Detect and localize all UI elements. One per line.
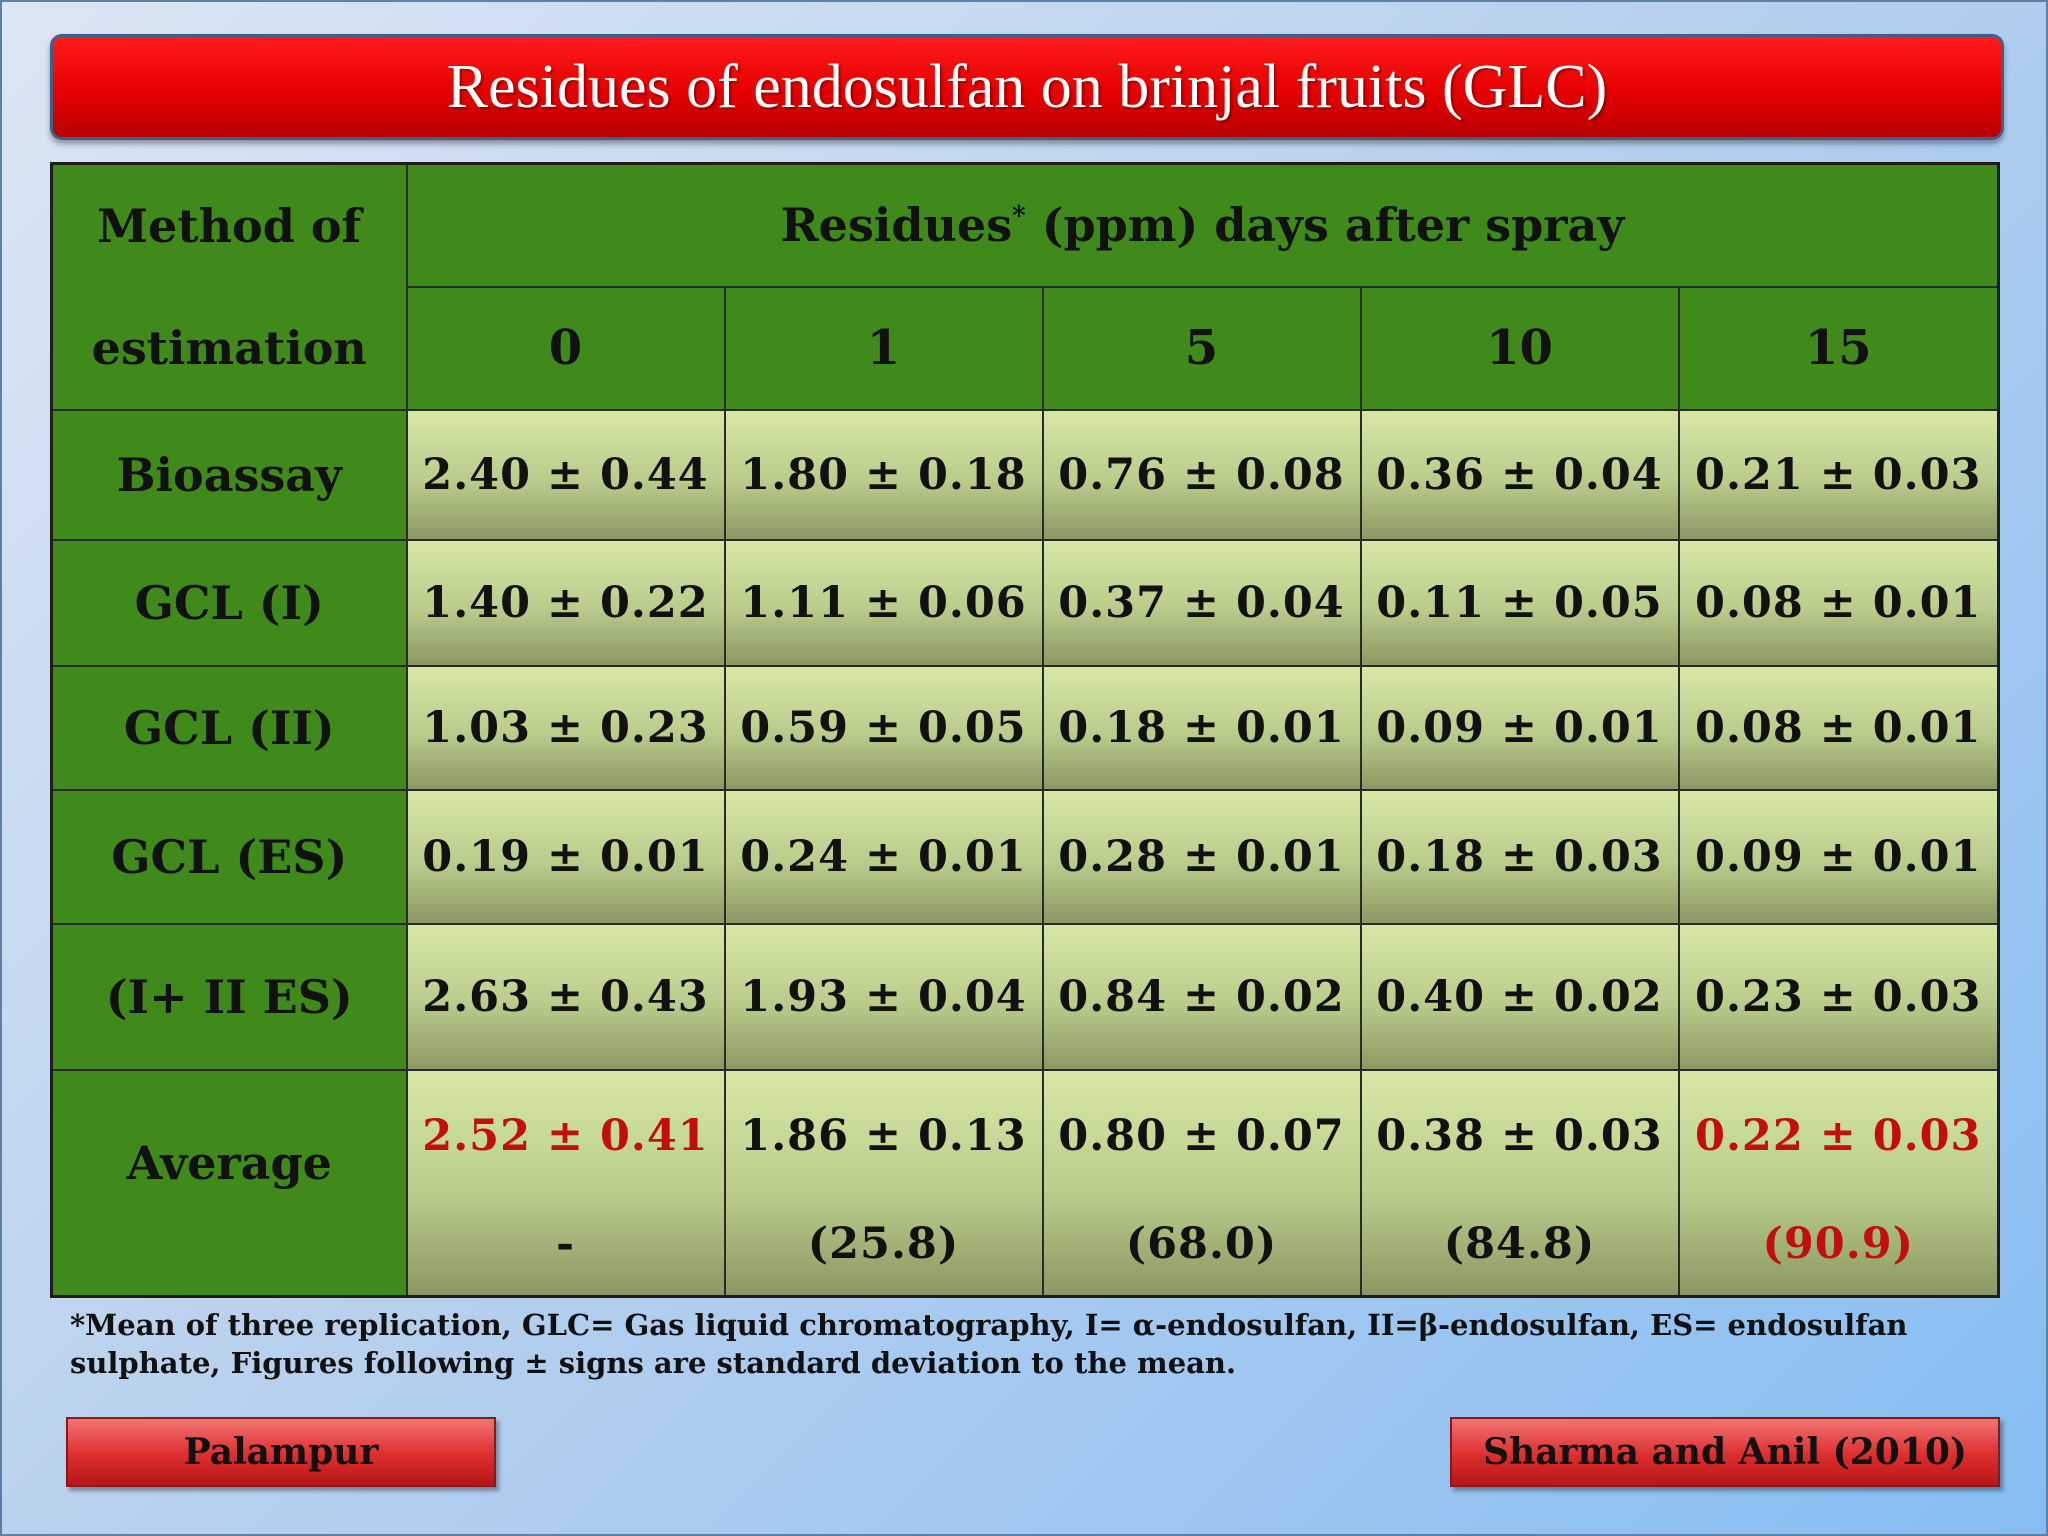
row-label: GCL (ES): [50, 789, 408, 926]
average-cell: 1.86 ± 0.13 (25.8): [723, 1069, 1044, 1298]
table-cell: 1.11 ± 0.06: [723, 539, 1044, 668]
table-cell: 1.80 ± 0.18: [723, 409, 1044, 542]
table-cell: 0.18 ± 0.01: [1041, 665, 1362, 792]
table-cell: 2.63 ± 0.43: [405, 923, 726, 1072]
location-label: Palampur: [66, 1417, 496, 1487]
table-cell: 1.03 ± 0.23: [405, 665, 726, 792]
slide-title: Residues of endosulfan on brinjal fruits…: [50, 34, 2004, 140]
average-cell: 0.22 ± 0.03 (90.9): [1677, 1069, 2000, 1298]
table-row-gcl-ii: GCL (II) 1.03 ± 0.23 0.59 ± 0.05 0.18 ± …: [50, 665, 2000, 792]
method-header: Method of estimation: [50, 162, 408, 412]
table-cell: 0.76 ± 0.08: [1041, 409, 1362, 542]
table-cell: 0.11 ± 0.05: [1359, 539, 1680, 668]
table-cell: 0.59 ± 0.05: [723, 665, 1044, 792]
table-cell: 0.09 ± 0.01: [1359, 665, 1680, 792]
table-cell: 0.24 ± 0.01: [723, 789, 1044, 926]
table-cell: 0.40 ± 0.02: [1359, 923, 1680, 1072]
footnote: *Mean of three replication, GLC= Gas liq…: [70, 1308, 1908, 1380]
table-row-gcl-i: GCL (I) 1.40 ± 0.22 1.11 ± 0.06 0.37 ± 0…: [50, 539, 2000, 668]
table-cell: 1.40 ± 0.22: [405, 539, 726, 668]
table-cell: 1.93 ± 0.04: [723, 923, 1044, 1072]
table-cell: 0.18 ± 0.03: [1359, 789, 1680, 926]
table-cell: 0.08 ± 0.01: [1677, 665, 2000, 792]
row-label: Average: [50, 1069, 408, 1298]
residue-table: Method of estimation Residues* (ppm) day…: [50, 162, 2001, 1298]
average-label: Average: [126, 1136, 332, 1191]
table-cell: 0.21 ± 0.03: [1677, 409, 2000, 542]
average-value: 0.80 ± 0.07: [1058, 1111, 1345, 1162]
residues-header-rest: (ppm) days after spray: [1025, 198, 1625, 253]
row-label: GCL (I): [50, 539, 408, 668]
average-value: 2.52 ± 0.41: [422, 1111, 709, 1162]
average-value: 0.22 ± 0.03: [1695, 1111, 1982, 1162]
table-row-average: Average 2.52 ± 0.41 - 1.86 ± 0.13 (25.8)…: [50, 1069, 2000, 1298]
table-row-total: (I+ II ES) 2.63 ± 0.43 1.93 ± 0.04 0.84 …: [50, 923, 2000, 1072]
table-cell: 2.40 ± 0.44: [405, 409, 726, 542]
table-cell: 0.36 ± 0.04: [1359, 409, 1680, 542]
average-value: 1.86 ± 0.13: [740, 1111, 1027, 1162]
day-header-15: 15: [1677, 285, 2000, 412]
average-cell: 0.80 ± 0.07 (68.0): [1041, 1069, 1362, 1298]
residues-header-asterisk: *: [1012, 202, 1026, 233]
method-header-line1: Method of: [97, 199, 362, 254]
day-header-1: 1: [723, 285, 1044, 412]
day-header-0: 0: [405, 285, 726, 412]
dissipation-value: (68.0): [1125, 1219, 1278, 1270]
table-cell: 0.28 ± 0.01: [1041, 789, 1362, 926]
average-cell: 2.52 ± 0.41 -: [405, 1069, 726, 1298]
table-row-bioassay: Bioassay 2.40 ± 0.44 1.80 ± 0.18 0.76 ± …: [50, 409, 2000, 542]
day-header-10: 10: [1359, 285, 1680, 412]
row-label: (I+ II ES): [50, 923, 408, 1072]
table-cell: 0.37 ± 0.04: [1041, 539, 1362, 668]
residues-header-label: Residues: [780, 198, 1013, 253]
table-cell: 0.23 ± 0.03: [1677, 923, 2000, 1072]
row-label: GCL (II): [50, 665, 408, 792]
dissipation-value: (90.9): [1762, 1219, 1914, 1270]
table-cell: 0.09 ± 0.01: [1677, 789, 2000, 926]
average-cell: 0.38 ± 0.03 (84.8): [1359, 1069, 1680, 1298]
citation-label: Sharma and Anil (2010): [1450, 1417, 2000, 1487]
method-header-line2: estimation: [91, 321, 367, 376]
table-cell: 0.84 ± 0.02: [1041, 923, 1362, 1072]
residues-header: Residues* (ppm) days after spray: [405, 162, 2000, 288]
dissipation-value: (84.8): [1443, 1219, 1596, 1270]
table-row-gcl-es: GCL (ES) 0.19 ± 0.01 0.24 ± 0.01 0.28 ± …: [50, 789, 2000, 926]
table-cell: 0.19 ± 0.01: [405, 789, 726, 926]
row-label: Bioassay: [50, 409, 408, 542]
dissipation-value: (25.8): [807, 1219, 960, 1270]
table-cell: 0.08 ± 0.01: [1677, 539, 2000, 668]
day-header-5: 5: [1041, 285, 1362, 412]
average-value: 0.38 ± 0.03: [1376, 1111, 1663, 1162]
dissipation-value: -: [556, 1219, 575, 1270]
